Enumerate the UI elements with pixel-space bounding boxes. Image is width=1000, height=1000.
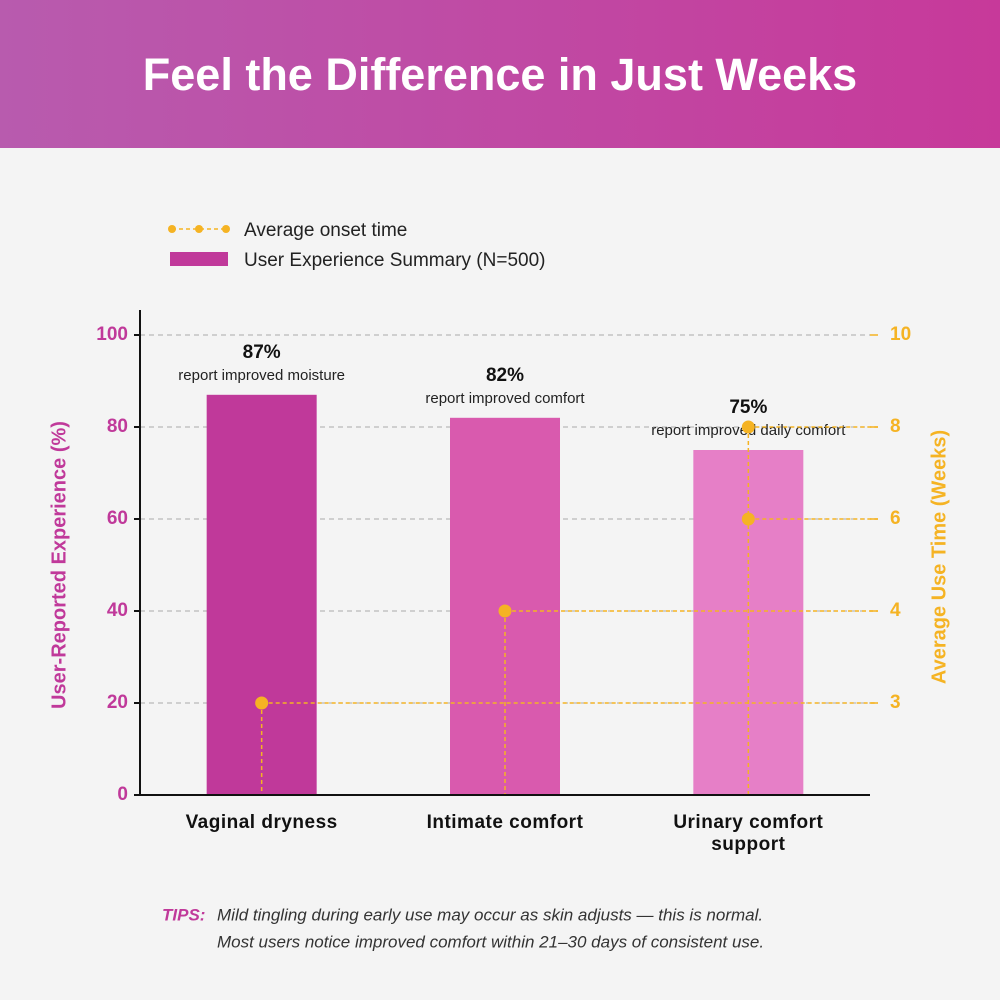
- legend-label: User Experience Summary (N=500): [244, 250, 545, 271]
- x-tick-label: Urinary comfort support: [673, 812, 823, 855]
- legend-bar-swatch: [170, 252, 228, 266]
- x-tick-label-line: support: [711, 834, 785, 855]
- onset-point: [741, 512, 755, 526]
- x-tick-label-line: Urinary comfort: [673, 812, 823, 833]
- value-label: 82%: [486, 365, 524, 386]
- y-axis-title: User-Reported Experience (%): [48, 421, 70, 709]
- value-label: 75%: [729, 397, 767, 418]
- y-tick-label: 80: [107, 416, 128, 437]
- legend: Average onset time User Experience Summa…: [168, 220, 545, 271]
- y2-tick-label: 3: [890, 692, 901, 713]
- chart-title: Feel the Difference in Just Weeks: [143, 49, 857, 100]
- y2-axis-title: Average Use Time (Weeks): [928, 430, 950, 684]
- legend-dot: [195, 225, 203, 233]
- y2-tick-label: 8: [890, 416, 901, 437]
- y-tick-label: 100: [96, 324, 128, 345]
- y2-tick-label: 6: [890, 508, 901, 529]
- y-tick-label: 40: [107, 600, 128, 621]
- y-tick-label: 60: [107, 508, 128, 529]
- y-tick-label: 20: [107, 692, 128, 713]
- value-label: 87%: [243, 342, 281, 363]
- legend-dot: [222, 225, 230, 233]
- onset-point: [255, 696, 269, 710]
- tips-text: Mild tingling during early use may occur…: [217, 905, 763, 924]
- onset-point: [741, 420, 755, 434]
- tips-text: Most users notice improved comfort withi…: [217, 932, 764, 951]
- annotation: report improved moisture: [178, 367, 345, 384]
- y2-tick-label: 4: [890, 600, 901, 621]
- x-tick-label: Vaginal dryness: [186, 812, 338, 833]
- x-tick-label: Intimate comfort: [427, 812, 584, 833]
- tips-label: TIPS:: [162, 905, 205, 924]
- onset-point: [498, 604, 512, 618]
- legend-label: Average onset time: [244, 220, 407, 241]
- legend-dot: [168, 225, 176, 233]
- y-tick-label: 0: [117, 784, 128, 805]
- header-band: [0, 0, 1000, 148]
- bar: [206, 394, 317, 795]
- y2-tick-label: 10: [890, 324, 911, 345]
- annotation: report improved comfort: [425, 390, 585, 407]
